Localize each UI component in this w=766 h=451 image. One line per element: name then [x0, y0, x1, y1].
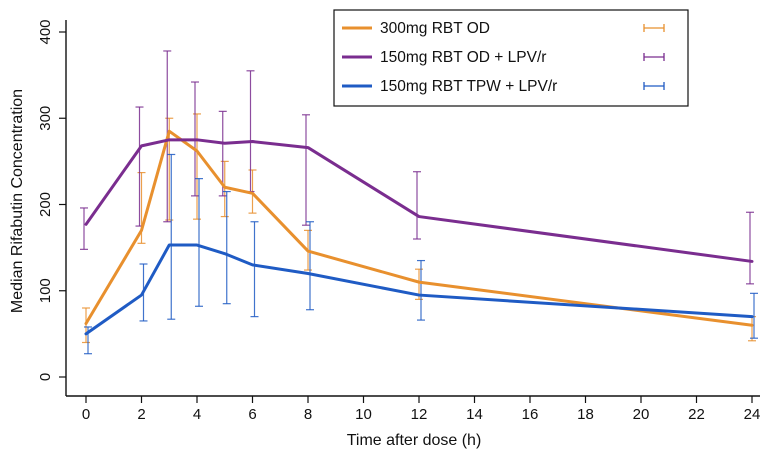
x-tick-label: 16 — [522, 406, 539, 423]
legend-label: 150mg RBT TPW + LPV/r — [380, 78, 557, 95]
y-tick-label: 400 — [37, 19, 54, 44]
x-tick-label: 8 — [304, 406, 312, 423]
x-tick-label: 22 — [688, 406, 705, 423]
series-line — [84, 129, 754, 327]
series-line — [84, 243, 754, 336]
y-tick-label: 100 — [37, 278, 54, 303]
legend: 300mg RBT OD 150mg RBT OD + LPV/r 150mg RB… — [333, 9, 689, 107]
x-tick-label: 6 — [248, 406, 256, 423]
x-tick-label: 4 — [193, 406, 201, 423]
series-line — [84, 138, 754, 263]
series-group — [82, 113, 756, 344]
x-tick-label: 12 — [411, 406, 428, 423]
x-tick-label: 14 — [466, 406, 483, 423]
y-tick-label: 300 — [37, 106, 54, 131]
plot-area — [80, 50, 758, 355]
y-axis-label: Median Rifabutin Concentration — [9, 89, 26, 313]
x-tick-label: 18 — [577, 406, 594, 423]
x-tick-label: 20 — [633, 406, 650, 423]
x-axis-label: Time after dose (h) — [347, 432, 482, 449]
series-group — [84, 153, 758, 355]
y-tick-label: 0 — [37, 373, 54, 381]
legend-box — [333, 9, 689, 107]
legend-label: 150mg RBT OD + LPV/r — [380, 49, 546, 66]
x-tick-label: 24 — [744, 406, 761, 423]
y-tick-label: 200 — [37, 192, 54, 217]
x-tick-label: 2 — [137, 406, 145, 423]
legend-label: 300mg RBT OD — [380, 20, 490, 37]
x-tick-label: 10 — [355, 406, 372, 423]
x-tick-label: 0 — [82, 406, 90, 423]
